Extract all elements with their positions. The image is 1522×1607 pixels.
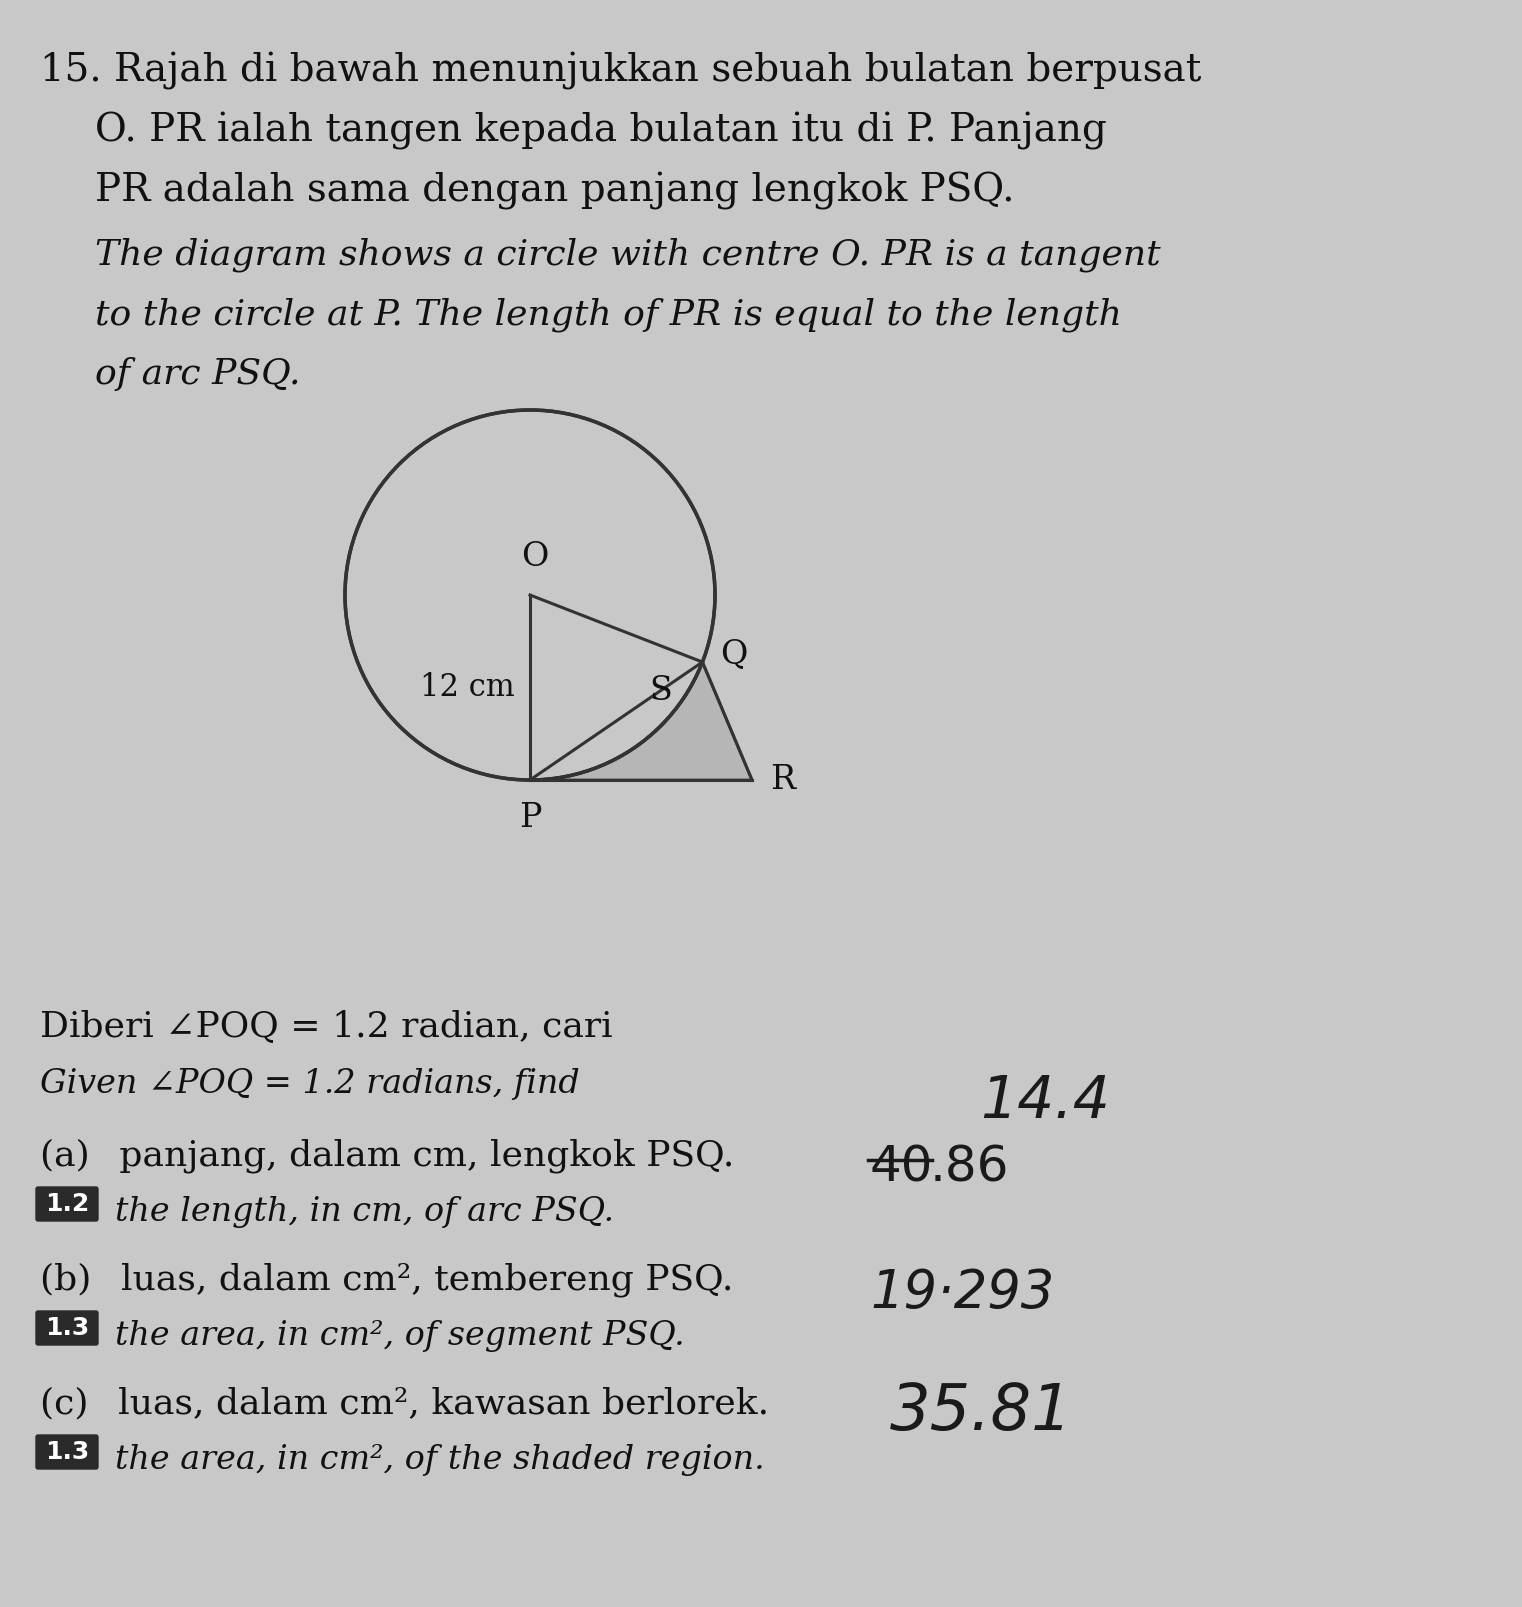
Text: R: R	[770, 763, 794, 795]
Text: The diagram shows a circle with centre O. PR is a tangent: The diagram shows a circle with centre O…	[94, 236, 1161, 272]
Text: 40: 40	[871, 1143, 933, 1191]
Text: O. PR ialah tangen kepada bulatan itu di P. Panjang: O. PR ialah tangen kepada bulatan itu di…	[94, 112, 1106, 149]
Text: 35.81: 35.81	[890, 1380, 1073, 1443]
Text: of arc PSQ.: of arc PSQ.	[94, 357, 300, 391]
Text: 19·293: 19·293	[871, 1266, 1055, 1319]
Text: .86: .86	[930, 1143, 1009, 1191]
FancyBboxPatch shape	[37, 1188, 97, 1221]
Text: P: P	[519, 802, 542, 834]
Text: Q: Q	[720, 638, 747, 670]
Polygon shape	[530, 662, 752, 779]
Text: 14.4: 14.4	[980, 1073, 1110, 1130]
FancyBboxPatch shape	[37, 1435, 97, 1469]
Text: to the circle at P. The length of PR is equal to the length: to the circle at P. The length of PR is …	[94, 297, 1122, 331]
Text: 1.2: 1.2	[44, 1192, 90, 1216]
Text: the length, in cm, of arc PSQ.: the length, in cm, of arc PSQ.	[116, 1196, 613, 1228]
Text: (b)  luas, dalam cm², tembereng PSQ.: (b) luas, dalam cm², tembereng PSQ.	[40, 1261, 734, 1297]
Text: S: S	[648, 675, 671, 707]
Text: O: O	[522, 542, 549, 574]
Text: 15. Rajah di bawah menunjukkan sebuah bulatan berpusat: 15. Rajah di bawah menunjukkan sebuah bu…	[40, 51, 1201, 90]
Text: 1.3: 1.3	[44, 1440, 90, 1464]
Text: (a)  panjang, dalam cm, lengkok PSQ.: (a) panjang, dalam cm, lengkok PSQ.	[40, 1138, 735, 1173]
Text: PR adalah sama dengan panjang lengkok PSQ.: PR adalah sama dengan panjang lengkok PS…	[94, 172, 1015, 211]
Text: the area, in cm², of the shaded region.: the area, in cm², of the shaded region.	[116, 1445, 764, 1475]
Text: 12 cm: 12 cm	[420, 672, 514, 702]
Text: Given ∠POQ = 1.2 radians, find: Given ∠POQ = 1.2 radians, find	[40, 1069, 580, 1101]
FancyBboxPatch shape	[37, 1311, 97, 1345]
Text: Diberi ∠POQ = 1.2 radian, cari: Diberi ∠POQ = 1.2 radian, cari	[40, 1011, 613, 1045]
Text: 1.3: 1.3	[44, 1316, 90, 1340]
Text: (c)  luas, dalam cm², kawasan berlorek.: (c) luas, dalam cm², kawasan berlorek.	[40, 1385, 769, 1421]
Text: the area, in cm², of segment PSQ.: the area, in cm², of segment PSQ.	[116, 1319, 685, 1351]
